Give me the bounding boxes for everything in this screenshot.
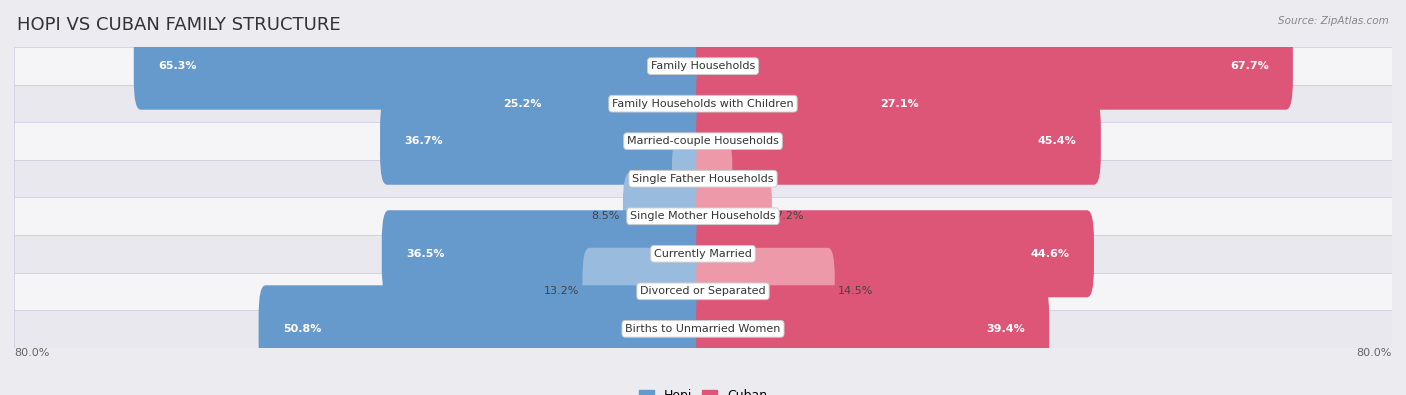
Text: 36.7%: 36.7%	[404, 136, 443, 146]
Text: Births to Unmarried Women: Births to Unmarried Women	[626, 324, 780, 334]
FancyBboxPatch shape	[696, 23, 1294, 110]
Bar	[14, 310, 1392, 348]
Text: 65.3%: 65.3%	[157, 61, 197, 71]
Text: 14.5%: 14.5%	[838, 286, 873, 296]
Text: 25.2%: 25.2%	[503, 99, 541, 109]
Text: Family Households: Family Households	[651, 61, 755, 71]
Text: 45.4%: 45.4%	[1038, 136, 1077, 146]
Text: 7.2%: 7.2%	[775, 211, 804, 221]
Bar	[14, 198, 1392, 235]
Bar	[14, 235, 1392, 273]
Text: Single Father Households: Single Father Households	[633, 174, 773, 184]
FancyBboxPatch shape	[623, 173, 710, 260]
FancyBboxPatch shape	[479, 60, 710, 147]
Text: Currently Married: Currently Married	[654, 249, 752, 259]
Text: HOPI VS CUBAN FAMILY STRUCTURE: HOPI VS CUBAN FAMILY STRUCTURE	[17, 16, 340, 34]
Text: 2.6%: 2.6%	[735, 174, 763, 184]
FancyBboxPatch shape	[259, 285, 710, 372]
Text: 8.5%: 8.5%	[591, 211, 620, 221]
Text: Single Mother Households: Single Mother Households	[630, 211, 776, 221]
FancyBboxPatch shape	[696, 173, 772, 260]
Text: 80.0%: 80.0%	[14, 348, 49, 357]
FancyBboxPatch shape	[696, 285, 1049, 372]
Text: 39.4%: 39.4%	[987, 324, 1025, 334]
Bar	[14, 160, 1392, 198]
Bar	[14, 47, 1392, 85]
Text: 2.8%: 2.8%	[640, 174, 669, 184]
FancyBboxPatch shape	[672, 135, 710, 222]
FancyBboxPatch shape	[696, 60, 943, 147]
Text: 13.2%: 13.2%	[544, 286, 579, 296]
Text: 36.5%: 36.5%	[406, 249, 444, 259]
FancyBboxPatch shape	[696, 98, 1101, 185]
Text: 80.0%: 80.0%	[1357, 348, 1392, 357]
FancyBboxPatch shape	[380, 98, 710, 185]
FancyBboxPatch shape	[696, 248, 835, 335]
Text: Married-couple Households: Married-couple Households	[627, 136, 779, 146]
Legend: Hopi, Cuban: Hopi, Cuban	[634, 384, 772, 395]
Bar	[14, 122, 1392, 160]
Text: Source: ZipAtlas.com: Source: ZipAtlas.com	[1278, 16, 1389, 26]
Text: 44.6%: 44.6%	[1031, 249, 1070, 259]
Bar	[14, 85, 1392, 122]
Text: 27.1%: 27.1%	[880, 99, 920, 109]
Text: 67.7%: 67.7%	[1230, 61, 1268, 71]
FancyBboxPatch shape	[696, 135, 733, 222]
Text: 50.8%: 50.8%	[283, 324, 321, 334]
FancyBboxPatch shape	[382, 210, 710, 297]
FancyBboxPatch shape	[134, 23, 710, 110]
Text: Divorced or Separated: Divorced or Separated	[640, 286, 766, 296]
Bar	[14, 273, 1392, 310]
FancyBboxPatch shape	[582, 248, 710, 335]
Text: Family Households with Children: Family Households with Children	[612, 99, 794, 109]
FancyBboxPatch shape	[696, 210, 1094, 297]
